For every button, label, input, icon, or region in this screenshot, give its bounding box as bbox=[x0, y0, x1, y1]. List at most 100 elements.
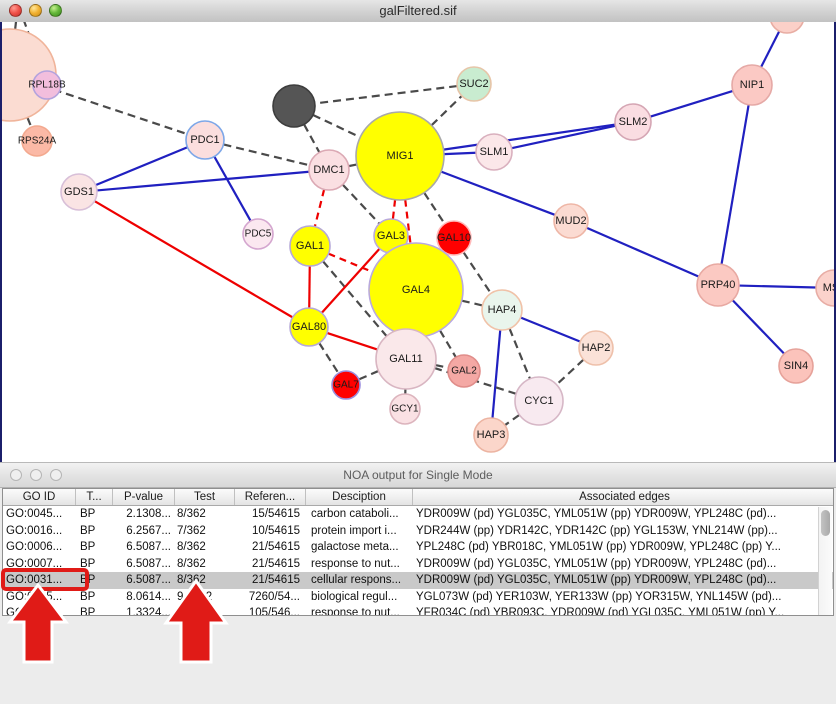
edge-PRP40-SIN4[interactable] bbox=[731, 299, 786, 355]
edge-GAL80-GAL11[interactable] bbox=[326, 331, 378, 351]
node-layer[interactable]: RPL18B RPS24A GDS1 PDC1 PDC5 DMC1 MIG1 SUC2 SLM1… bbox=[2, 22, 834, 453]
edge-PDC1-PDC5[interactable] bbox=[213, 156, 252, 222]
edge-GRAY-MIG1[interactable] bbox=[312, 113, 361, 139]
edge-SUC2-GRAY[interactable] bbox=[314, 84, 458, 105]
node-GAL1[interactable] bbox=[289, 225, 331, 267]
network-graph[interactable]: RPL18B RPS24A GDS1 PDC1 PDC5 DMC1 MIG1 SUC2 SLM1… bbox=[2, 22, 834, 460]
edge-MIG1-MUD2[interactable] bbox=[440, 170, 556, 216]
node-GAL80[interactable] bbox=[289, 307, 329, 347]
dialog-zoom-button[interactable] bbox=[50, 469, 62, 481]
edge-MUD2-PRP40[interactable] bbox=[586, 226, 700, 278]
table-row[interactable]: GO:0031... BP 1.3324... 11/362 105/546... res… bbox=[3, 605, 833, 615]
network-canvas[interactable]: RPL18B RPS24A GDS1 PDC1 PDC5 DMC1 MIG1 SUC2 SLM1… bbox=[0, 22, 836, 462]
edge-SLM1-SLM2[interactable] bbox=[511, 124, 616, 150]
edge-HAP4-CYC1[interactable] bbox=[508, 328, 531, 380]
node-TOPRIGHT[interactable] bbox=[770, 22, 804, 34]
node-MSL[interactable] bbox=[815, 269, 834, 307]
node-GRAY[interactable] bbox=[272, 84, 316, 128]
edge-PRP40-MSL[interactable] bbox=[738, 284, 817, 289]
edge-GAL80-GAL7[interactable] bbox=[318, 342, 340, 374]
column-header-2[interactable]: P-value bbox=[113, 489, 175, 505]
edge-GDS1-DMC1[interactable] bbox=[96, 170, 310, 192]
node-RPL18B[interactable] bbox=[32, 70, 62, 100]
edge-BIGPINK-TOPLEFT[interactable] bbox=[14, 22, 18, 30]
window-traffic-lights[interactable] bbox=[9, 4, 62, 17]
node-RPS24A[interactable] bbox=[21, 125, 53, 157]
column-header-5[interactable]: Desciption bbox=[306, 489, 413, 505]
node-DMC1[interactable] bbox=[308, 149, 350, 191]
node-GAL11[interactable] bbox=[375, 328, 437, 390]
edge-GDS1-GAL80[interactable] bbox=[93, 200, 294, 319]
edge-GAL3-GAL80[interactable] bbox=[320, 247, 381, 314]
node-SLM2[interactable] bbox=[614, 103, 652, 141]
edge-GAL11-GAL2[interactable] bbox=[435, 364, 449, 369]
node-CYC1[interactable] bbox=[514, 376, 564, 426]
edge-BIGPINK-PDC1[interactable] bbox=[53, 88, 188, 136]
edge-GAL10-HAP4[interactable] bbox=[462, 251, 492, 294]
edge-NIP1-PRP40[interactable] bbox=[720, 104, 750, 265]
edge-GDS1-PDC1[interactable] bbox=[95, 146, 188, 187]
edge-GAL1-GAL4[interactable] bbox=[328, 252, 374, 273]
edge-GAL4-GAL2[interactable] bbox=[439, 329, 457, 358]
edge-MIG1-SLM1[interactable] bbox=[443, 151, 477, 156]
node-GAL10[interactable] bbox=[436, 220, 472, 256]
column-header-3[interactable]: Test bbox=[175, 489, 235, 505]
node-GDS1[interactable] bbox=[60, 173, 98, 211]
node-PRP40[interactable] bbox=[696, 263, 740, 307]
node-HAP4[interactable] bbox=[481, 289, 523, 331]
edge-NIP1-TOPRIGHT[interactable] bbox=[760, 30, 781, 68]
table-row[interactable]: GO:0045... BP 2.1308... 8/362 15/54615 carbon… bbox=[3, 506, 833, 523]
dialog-traffic-lights[interactable] bbox=[10, 469, 62, 481]
node-GCY1[interactable] bbox=[389, 393, 421, 425]
edge-HAP4-HAP2[interactable] bbox=[520, 316, 581, 343]
scrollbar-thumb[interactable] bbox=[821, 510, 830, 536]
table-row[interactable]: GO:0016... BP 6.2567... 7/362 10/54615 protei… bbox=[3, 523, 833, 540]
edge-MIG1-SLM2[interactable] bbox=[443, 123, 616, 151]
edge-GAL1-GAL80[interactable] bbox=[308, 265, 311, 309]
dialog-minimize-button[interactable] bbox=[30, 469, 42, 481]
edge-GAL11-GAL7[interactable] bbox=[358, 369, 379, 381]
edge-HAP4-HAP3[interactable] bbox=[491, 329, 502, 419]
edge-MIG1-SUC2[interactable] bbox=[430, 95, 463, 127]
edge-GAL4-HAP4[interactable] bbox=[461, 299, 483, 307]
node-PDC1[interactable] bbox=[185, 120, 225, 160]
column-header-0[interactable]: GO ID bbox=[3, 489, 76, 505]
close-button[interactable] bbox=[9, 4, 22, 17]
edge-BIGPINK-RPS24A[interactable] bbox=[26, 117, 33, 128]
node-SLM1[interactable] bbox=[475, 133, 513, 171]
node-MUD2[interactable] bbox=[553, 203, 589, 239]
node-SIN4[interactable] bbox=[778, 348, 814, 384]
table-body[interactable]: GO:0045... BP 2.1308... 8/362 15/54615 carbon… bbox=[3, 506, 833, 615]
minimize-button[interactable] bbox=[29, 4, 42, 17]
edge-DMC1-GAL1[interactable] bbox=[313, 189, 326, 227]
edge-SLM2-NIP1[interactable] bbox=[649, 89, 734, 118]
edge-MIG1-GAL4[interactable] bbox=[404, 199, 412, 244]
edge-DMC1-GAL3[interactable] bbox=[341, 183, 381, 225]
node-GAL2[interactable] bbox=[447, 354, 481, 388]
table-row[interactable]: GO:0007... BP 6.5087... 8/362 21/54615 respon… bbox=[3, 556, 833, 573]
edge-PDC1-DMC1[interactable] bbox=[223, 143, 310, 167]
table-row[interactable]: GO:0065... BP 8.0614... 94/362 7260/54... bio… bbox=[3, 589, 833, 606]
column-header-1[interactable]: T... bbox=[76, 489, 113, 505]
node-GAL7[interactable] bbox=[331, 370, 361, 400]
edge-MIG1-GAL3[interactable] bbox=[391, 199, 397, 220]
node-SUC2[interactable] bbox=[456, 66, 492, 102]
edge-GAL1-GAL11[interactable] bbox=[322, 260, 388, 337]
table-vertical-scrollbar[interactable] bbox=[818, 507, 832, 615]
dialog-close-button[interactable] bbox=[10, 469, 22, 481]
edge-DMC1-MIG1[interactable] bbox=[348, 163, 358, 168]
column-header-6[interactable]: Associated edges bbox=[413, 489, 833, 505]
zoom-button[interactable] bbox=[49, 4, 62, 17]
table-row[interactable]: GO:0031... BP 6.5087... 8/362 21/54615 cellul… bbox=[3, 572, 833, 589]
column-header-4[interactable]: Referen... bbox=[235, 489, 306, 505]
node-MIG1[interactable] bbox=[355, 111, 445, 201]
node-NIP1[interactable] bbox=[731, 64, 773, 106]
table-header-row[interactable]: GO ID T... P-value Test Referen... Desciption… bbox=[3, 489, 833, 506]
edge-MIG1-GAL10[interactable] bbox=[423, 192, 446, 225]
edge-HAP2-CYC1[interactable] bbox=[555, 358, 585, 386]
node-HAP3[interactable] bbox=[473, 417, 509, 453]
table-row[interactable]: GO:0006... BP 6.5087... 8/362 21/54615 galact… bbox=[3, 539, 833, 556]
node-HAP2[interactable] bbox=[578, 330, 614, 366]
edge-CYC1-HAP3[interactable] bbox=[504, 413, 521, 427]
edge-GRAY-DMC1[interactable] bbox=[303, 123, 321, 153]
